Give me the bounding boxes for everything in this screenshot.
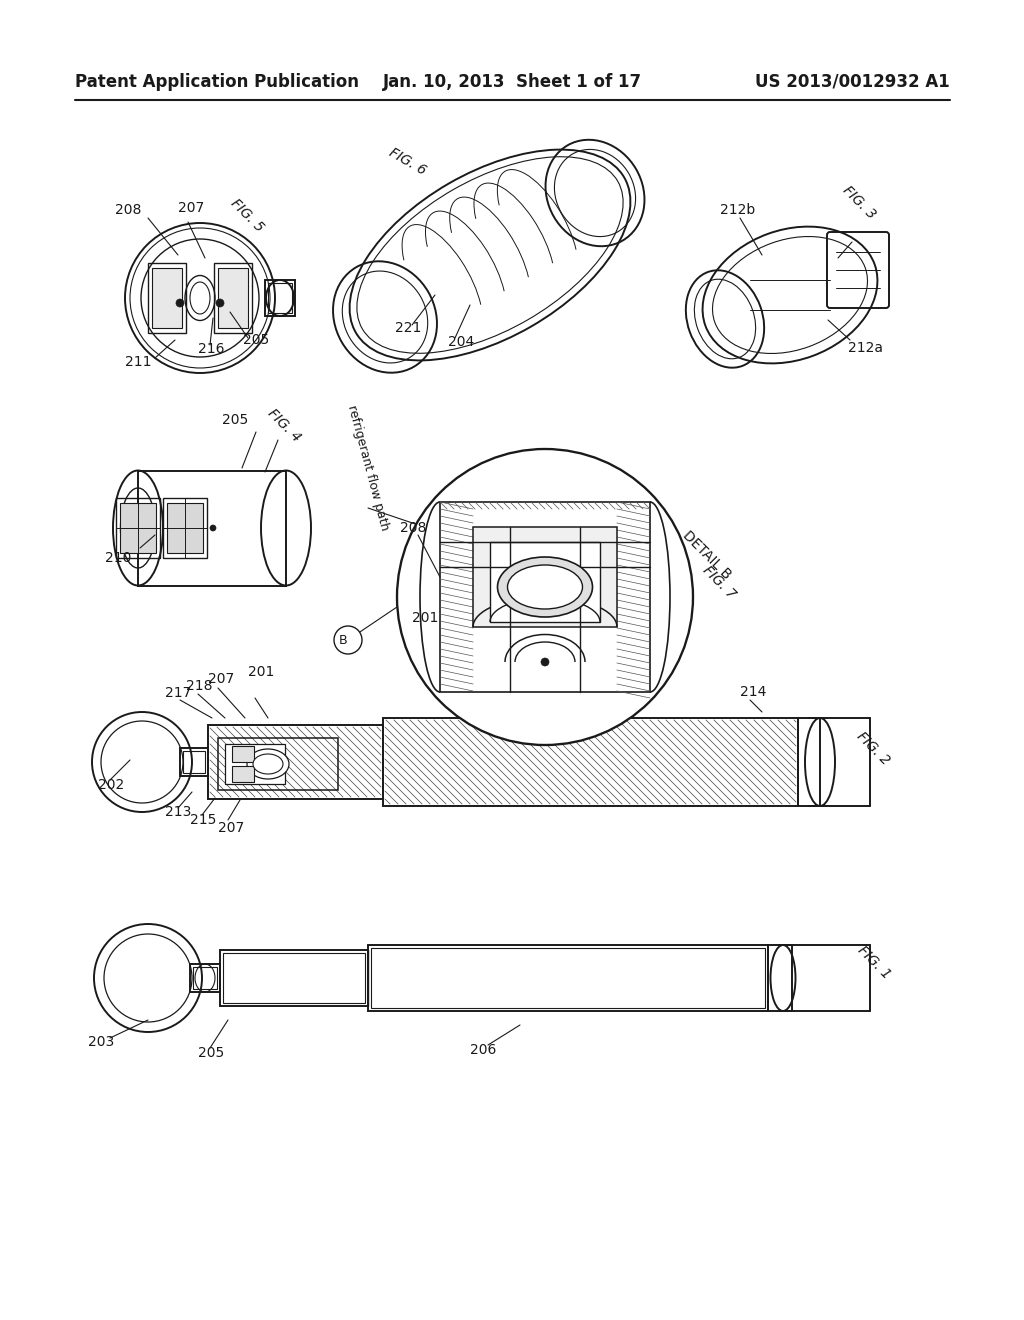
Ellipse shape — [176, 300, 184, 308]
Text: 218: 218 — [186, 678, 213, 693]
Text: DETAIL B: DETAIL B — [680, 528, 734, 582]
Bar — [138, 471, 286, 586]
Ellipse shape — [216, 300, 224, 308]
Text: FIG. 1: FIG. 1 — [855, 942, 894, 981]
Text: 216: 216 — [198, 342, 224, 356]
Text: 205: 205 — [222, 413, 248, 426]
Text: Jan. 10, 2013  Sheet 1 of 17: Jan. 10, 2013 Sheet 1 of 17 — [382, 73, 642, 91]
Text: 207: 207 — [218, 821, 245, 836]
Text: 204: 204 — [449, 335, 474, 348]
Text: FIG. 6: FIG. 6 — [386, 145, 428, 178]
Text: US 2013/0012932 A1: US 2013/0012932 A1 — [756, 73, 950, 91]
Circle shape — [334, 626, 362, 653]
Bar — [225, 744, 285, 784]
Text: 208: 208 — [115, 203, 141, 216]
Bar — [167, 503, 203, 553]
Bar — [268, 282, 292, 313]
Bar — [371, 948, 765, 1008]
Text: 207: 207 — [208, 672, 234, 686]
Ellipse shape — [253, 754, 283, 774]
Bar — [163, 498, 207, 558]
Text: 215: 215 — [190, 813, 216, 828]
Text: 208: 208 — [400, 521, 426, 535]
Bar — [116, 498, 160, 558]
Text: 211: 211 — [125, 355, 152, 370]
Text: 221: 221 — [395, 321, 421, 335]
Ellipse shape — [541, 657, 549, 667]
Bar — [265, 280, 295, 315]
Text: FIG. 2: FIG. 2 — [854, 729, 893, 767]
Text: FIG. 7: FIG. 7 — [700, 562, 738, 602]
Text: refrigerant flow path: refrigerant flow path — [345, 404, 391, 532]
Ellipse shape — [508, 565, 583, 609]
Bar — [232, 746, 254, 762]
Text: FIG. 3: FIG. 3 — [840, 182, 879, 222]
Bar — [190, 964, 220, 993]
Bar — [383, 718, 798, 807]
Bar — [148, 263, 186, 333]
Bar — [798, 718, 820, 807]
Bar — [214, 263, 252, 333]
Bar — [120, 503, 156, 553]
Text: 206: 206 — [470, 1043, 497, 1057]
Bar — [440, 502, 650, 692]
Bar — [152, 268, 182, 327]
Circle shape — [397, 449, 693, 744]
Text: 210: 210 — [105, 550, 131, 565]
Text: 207: 207 — [178, 201, 204, 215]
Ellipse shape — [247, 748, 289, 779]
Text: FIG. 5: FIG. 5 — [228, 195, 266, 234]
Bar — [473, 527, 617, 627]
Bar — [180, 748, 208, 776]
Text: 212a: 212a — [848, 341, 883, 355]
Text: 212b: 212b — [720, 203, 756, 216]
Text: 213: 213 — [165, 805, 191, 818]
Text: 205: 205 — [243, 333, 269, 347]
Bar — [208, 725, 383, 799]
Text: 202: 202 — [98, 777, 124, 792]
Text: 203: 203 — [88, 1035, 115, 1049]
Bar — [368, 945, 768, 1011]
Bar — [232, 766, 254, 781]
Text: 214: 214 — [740, 685, 766, 700]
Text: FIG. 4: FIG. 4 — [265, 405, 303, 445]
Bar — [768, 945, 792, 1011]
Text: 217: 217 — [165, 686, 191, 700]
Text: Patent Application Publication: Patent Application Publication — [75, 73, 359, 91]
Text: 201: 201 — [248, 665, 274, 678]
Bar — [218, 738, 338, 789]
Text: B: B — [339, 634, 347, 647]
Bar — [220, 950, 368, 1006]
Text: 201: 201 — [412, 611, 438, 624]
Bar — [223, 953, 365, 1003]
Ellipse shape — [210, 525, 216, 531]
Ellipse shape — [498, 557, 593, 616]
Bar — [218, 268, 248, 327]
Text: 205: 205 — [198, 1045, 224, 1060]
Bar — [193, 968, 217, 989]
Bar — [183, 751, 205, 774]
Bar — [490, 543, 600, 622]
